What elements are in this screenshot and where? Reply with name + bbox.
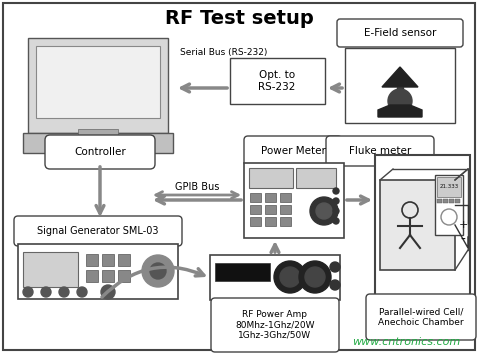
FancyBboxPatch shape bbox=[337, 19, 463, 47]
FancyBboxPatch shape bbox=[244, 163, 344, 238]
Circle shape bbox=[150, 263, 166, 279]
Text: www.cntronics.com: www.cntronics.com bbox=[352, 337, 460, 347]
Text: RF Power Amp
80Mhz-1Ghz/20W
1Ghz-3Ghz/50W: RF Power Amp 80Mhz-1Ghz/20W 1Ghz-3Ghz/50… bbox=[235, 310, 315, 340]
FancyBboxPatch shape bbox=[326, 136, 434, 166]
FancyBboxPatch shape bbox=[23, 133, 173, 153]
Circle shape bbox=[316, 203, 332, 219]
Polygon shape bbox=[382, 67, 418, 87]
Text: Controller: Controller bbox=[74, 147, 126, 157]
FancyBboxPatch shape bbox=[250, 193, 261, 202]
Text: +: + bbox=[458, 220, 467, 230]
FancyBboxPatch shape bbox=[86, 270, 98, 282]
FancyBboxPatch shape bbox=[102, 270, 114, 282]
FancyBboxPatch shape bbox=[265, 205, 276, 214]
FancyBboxPatch shape bbox=[265, 193, 276, 202]
FancyBboxPatch shape bbox=[18, 244, 178, 299]
FancyBboxPatch shape bbox=[14, 216, 182, 246]
FancyBboxPatch shape bbox=[380, 180, 455, 270]
Circle shape bbox=[310, 197, 338, 225]
FancyBboxPatch shape bbox=[345, 48, 455, 123]
Text: -: - bbox=[461, 233, 466, 247]
Circle shape bbox=[101, 285, 115, 299]
Text: Parallel-wired Cell/
Anechoic Chamber: Parallel-wired Cell/ Anechoic Chamber bbox=[378, 307, 464, 327]
FancyBboxPatch shape bbox=[102, 254, 114, 266]
FancyBboxPatch shape bbox=[366, 294, 476, 340]
Text: Power Meter: Power Meter bbox=[261, 146, 326, 156]
FancyBboxPatch shape bbox=[443, 199, 448, 203]
Text: 21.333: 21.333 bbox=[439, 185, 458, 190]
FancyBboxPatch shape bbox=[265, 217, 276, 226]
FancyBboxPatch shape bbox=[23, 252, 78, 287]
FancyBboxPatch shape bbox=[296, 168, 336, 188]
Text: Fluke meter: Fluke meter bbox=[349, 146, 411, 156]
FancyBboxPatch shape bbox=[215, 263, 270, 281]
FancyBboxPatch shape bbox=[250, 217, 261, 226]
Circle shape bbox=[299, 261, 331, 293]
FancyBboxPatch shape bbox=[210, 255, 340, 300]
Circle shape bbox=[280, 267, 300, 287]
FancyBboxPatch shape bbox=[435, 175, 463, 235]
Circle shape bbox=[59, 287, 69, 297]
Bar bbox=[397, 87, 403, 95]
Text: E-Field sensor: E-Field sensor bbox=[364, 28, 436, 38]
Circle shape bbox=[388, 89, 412, 113]
FancyBboxPatch shape bbox=[45, 135, 155, 169]
Circle shape bbox=[77, 287, 87, 297]
FancyBboxPatch shape bbox=[230, 58, 325, 104]
FancyBboxPatch shape bbox=[244, 136, 342, 166]
FancyBboxPatch shape bbox=[280, 217, 291, 226]
Circle shape bbox=[330, 280, 340, 290]
FancyBboxPatch shape bbox=[280, 205, 291, 214]
Text: Opt. to
RS-232: Opt. to RS-232 bbox=[258, 70, 296, 92]
Circle shape bbox=[330, 262, 340, 272]
Circle shape bbox=[333, 198, 339, 204]
Circle shape bbox=[23, 287, 33, 297]
Text: GPIB Bus: GPIB Bus bbox=[175, 182, 219, 192]
FancyBboxPatch shape bbox=[437, 199, 442, 203]
Text: Signal Generator SML-03: Signal Generator SML-03 bbox=[37, 226, 159, 236]
FancyBboxPatch shape bbox=[280, 193, 291, 202]
FancyBboxPatch shape bbox=[118, 254, 130, 266]
Circle shape bbox=[41, 287, 51, 297]
FancyBboxPatch shape bbox=[375, 155, 470, 295]
Circle shape bbox=[333, 208, 339, 214]
FancyBboxPatch shape bbox=[449, 199, 454, 203]
FancyBboxPatch shape bbox=[36, 46, 160, 118]
Circle shape bbox=[333, 188, 339, 194]
FancyBboxPatch shape bbox=[250, 205, 261, 214]
Polygon shape bbox=[378, 105, 422, 117]
FancyBboxPatch shape bbox=[86, 254, 98, 266]
FancyBboxPatch shape bbox=[249, 168, 293, 188]
FancyBboxPatch shape bbox=[28, 38, 168, 133]
FancyBboxPatch shape bbox=[118, 270, 130, 282]
FancyBboxPatch shape bbox=[437, 177, 461, 197]
Circle shape bbox=[305, 267, 325, 287]
FancyBboxPatch shape bbox=[211, 298, 339, 352]
FancyBboxPatch shape bbox=[78, 129, 118, 137]
Circle shape bbox=[333, 218, 339, 224]
Circle shape bbox=[142, 255, 174, 287]
FancyBboxPatch shape bbox=[3, 3, 475, 350]
FancyBboxPatch shape bbox=[455, 199, 460, 203]
Text: RF Test setup: RF Test setup bbox=[164, 8, 314, 28]
Text: Serial Bus (RS-232): Serial Bus (RS-232) bbox=[180, 48, 267, 56]
Circle shape bbox=[274, 261, 306, 293]
